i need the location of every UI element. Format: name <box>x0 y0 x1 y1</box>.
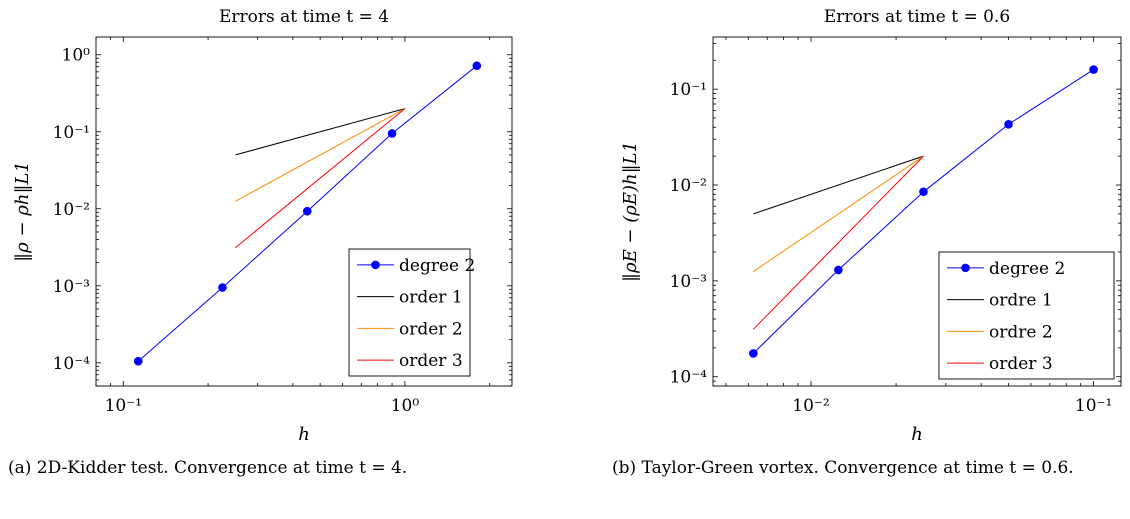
data-point <box>919 187 928 197</box>
legend-label: ordre 2 <box>989 322 1053 342</box>
y-tick-label: 10⁻⁴ <box>53 354 91 374</box>
legend-label: degree 2 <box>989 259 1065 279</box>
legend: degree 2 ordre 1 ordre 2 order 3 <box>938 251 1115 380</box>
legend-label: ordre 1 <box>989 291 1053 311</box>
plot-frame <box>95 36 513 387</box>
chart-title: Errors at time t = 4 <box>219 7 389 27</box>
data-point <box>1004 119 1013 129</box>
data-point <box>387 129 397 138</box>
legend-box <box>938 251 1115 380</box>
legend-marker <box>371 260 380 270</box>
x-axis-label: h <box>298 424 310 445</box>
legend-box <box>348 248 471 377</box>
series-line-3 <box>235 108 406 202</box>
plot-frame <box>712 36 1122 387</box>
axis-ticks <box>95 37 512 387</box>
y-tick-label: 10⁻¹ <box>670 80 707 100</box>
data-point <box>834 265 843 275</box>
legend-label: order 1 <box>399 288 463 308</box>
legend-label: order 3 <box>989 354 1053 374</box>
y-tick-label: 10⁻¹ <box>53 123 90 143</box>
caption-b: (b) Taylor-Green vortex. Convergence at … <box>612 458 1074 478</box>
data-point <box>218 283 227 292</box>
data-point <box>1089 65 1098 74</box>
y-tick-label: 10⁻² <box>53 200 90 220</box>
x-tick-label: 10⁻¹ <box>105 396 142 416</box>
legend-label: order 2 <box>399 319 463 339</box>
data-point <box>302 206 312 216</box>
legend-marker <box>961 263 970 273</box>
caption-a: (a) 2D-Kidder test. Convergence at time … <box>8 458 408 478</box>
x-tick-label: 10⁻² <box>792 396 829 416</box>
series-line-4 <box>235 108 406 249</box>
y-tick-label: 10⁰ <box>62 46 91 66</box>
chart-title: Errors at time t = 0.6 <box>824 7 1010 27</box>
axis-ticks <box>713 37 1121 387</box>
data-point <box>472 61 482 71</box>
y-axis-label: ‖ρ − ρh‖L1 <box>12 161 33 262</box>
x-tick-label: 10⁰ <box>391 396 420 416</box>
chart-2: Errors at time t = 0.6 10⁻² 10⁻¹ 10⁻⁴ 10⁻³ 10… <box>620 7 1122 445</box>
chart-1: Errors at time t = 4 10⁻¹ 10⁰ 10⁻⁴ 10⁻³ 10⁻² 1… <box>12 7 513 445</box>
x-tick-label: 10⁻¹ <box>1075 396 1112 416</box>
series-line-2 <box>753 155 924 215</box>
series-line-3 <box>753 155 924 273</box>
y-tick-label: 10⁻⁴ <box>670 368 708 388</box>
y-axis-label: ‖ρE − (ρE)h‖L1 <box>620 141 641 282</box>
legend-label: degree 2 <box>399 256 475 276</box>
data-point <box>749 349 758 358</box>
y-tick-label: 10⁻³ <box>670 272 707 292</box>
series-line-2 <box>235 108 406 156</box>
legend: degree 2 order 1 order 2 order 3 <box>348 248 475 377</box>
legend-label: order 3 <box>399 351 463 371</box>
series-line-4 <box>752 155 924 330</box>
y-tick-label: 10⁻³ <box>53 277 90 297</box>
data-point <box>133 356 143 366</box>
y-tick-label: 10⁻² <box>670 176 707 196</box>
x-axis-label: h <box>911 424 923 445</box>
